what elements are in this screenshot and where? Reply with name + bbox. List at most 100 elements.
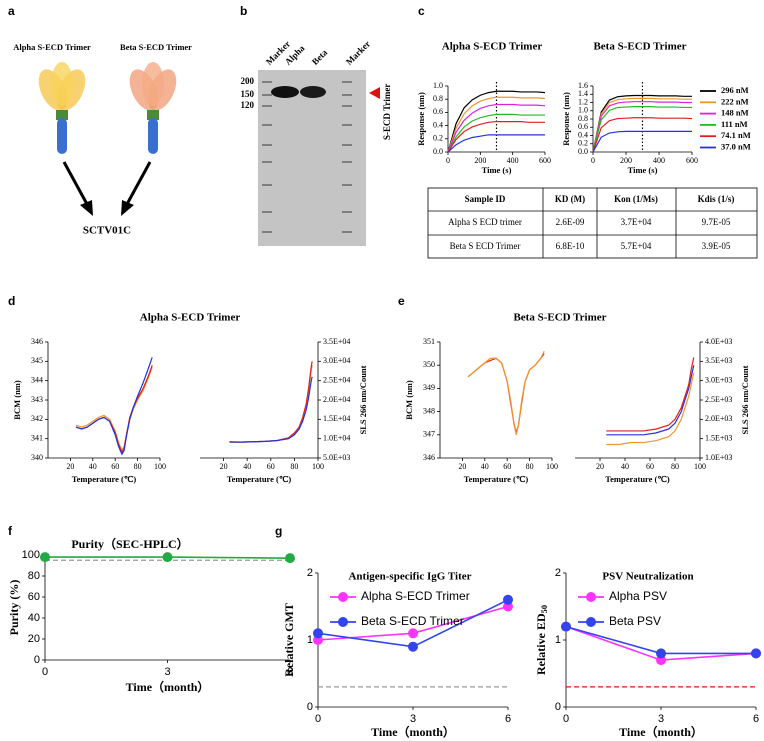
band-label: S-ECD Trimer xyxy=(382,84,392,140)
table-cell: 6.8E-10 xyxy=(556,241,585,251)
y-axis-label: Response (nm) xyxy=(561,92,571,146)
chart-title: PSV Neutralization xyxy=(602,571,693,583)
series-line xyxy=(447,113,545,153)
y-axis-label-text: Relative GMT xyxy=(282,603,296,677)
chart: 20 40 60 80 100 340 341 342 343 344 345 346 Alpha S-… xyxy=(12,312,240,484)
x-tick-label: 6 xyxy=(287,666,293,678)
series-line xyxy=(229,376,313,443)
y-tick-label: 1.2 xyxy=(578,97,588,106)
x-tick-label: 0 xyxy=(315,713,321,725)
x-tick-label: 40 xyxy=(621,462,629,471)
table-header: KD (M) xyxy=(555,194,585,204)
x-tick-label: 3 xyxy=(658,713,664,725)
series-line xyxy=(447,121,545,153)
x-tick-label: 20 xyxy=(220,462,228,471)
y-tick-label: 346 xyxy=(31,337,43,346)
series-line xyxy=(467,351,545,435)
chart-title: Alpha S-ECD Trimer xyxy=(442,41,543,53)
series-line xyxy=(75,365,153,454)
x-tick-label: 80 xyxy=(290,462,298,471)
series-line xyxy=(606,365,695,436)
chart-title: Beta S-ECD Trimer xyxy=(513,312,606,324)
y-axis-label: BCM (nm) xyxy=(12,380,22,420)
data-point xyxy=(408,628,418,639)
chart-title: Beta S-ECD Trimer xyxy=(593,41,686,53)
x-tick-label: 200 xyxy=(620,156,632,165)
legend-label: 111 nM xyxy=(721,119,748,129)
y-tick-label: 348 xyxy=(423,406,435,415)
y-tick-label: 349 xyxy=(423,383,435,392)
legend-label: Alpha S-ECD Trimer xyxy=(361,589,470,603)
y-tick-label: 2.0E+04 xyxy=(323,395,350,404)
y-tick-label: 100 xyxy=(22,549,40,561)
table-header: Kon (1/Ms) xyxy=(614,194,658,204)
data-point xyxy=(408,641,418,652)
legend-label: 296 nM xyxy=(721,85,749,95)
y-tick-label: 0.8 xyxy=(433,94,443,103)
x-tick-label: 80 xyxy=(671,462,679,471)
y-tick-label: 1.5E+03 xyxy=(705,433,732,442)
data-point xyxy=(751,648,761,659)
panel-letter: c xyxy=(418,4,425,18)
gel-image xyxy=(258,70,366,246)
table-cell: 3.7E+04 xyxy=(621,217,652,227)
table-cell: 5.7E+04 xyxy=(621,241,652,251)
x-tick-label: 6 xyxy=(753,713,759,725)
chart: 0 3 6020406080100Purity（SEC-HPLC）Time（mont… xyxy=(7,536,295,694)
legend-marker xyxy=(586,617,596,627)
legend-label: 148 nM xyxy=(721,108,749,118)
series-line xyxy=(447,90,546,153)
y-tick-label: 2 xyxy=(555,567,561,579)
y-axis-label-text: Relative ED xyxy=(534,613,548,675)
panel-letter: a xyxy=(8,4,15,18)
x-tick-label: 40 xyxy=(243,462,251,471)
x-tick-label: 60 xyxy=(267,462,275,471)
table-header: Sample ID xyxy=(465,194,506,204)
series-line xyxy=(592,117,693,153)
series-line xyxy=(75,366,153,452)
chart: 0 200 400 600 0.0 0.2 0.4 0.6 0.8 1.0 Alpha S-ECD … xyxy=(416,41,551,175)
y-tick-label: 351 xyxy=(423,337,435,346)
y-axis-label-text: Purity (%) xyxy=(7,580,21,636)
series-line xyxy=(606,372,695,446)
y-tick-label: 0.4 xyxy=(578,130,588,139)
x-tick-label: 20 xyxy=(596,462,604,471)
x-tick-label: 60 xyxy=(503,462,511,471)
legend-marker xyxy=(338,617,348,627)
table-cell: Beta S ECD Trimer xyxy=(450,241,521,251)
y-axis-label-text: SLS 266 nm/Count xyxy=(358,365,368,434)
data-point xyxy=(313,628,323,639)
series-line xyxy=(592,97,692,153)
y-axis-label: Relative GMT xyxy=(282,603,296,677)
y-axis-label: BCM (nm) xyxy=(404,380,414,420)
x-tick-label: 100 xyxy=(154,462,166,471)
vaccine-label: SCTV01C xyxy=(83,225,131,237)
table-cell: Alpha S ECD trimer xyxy=(448,217,522,227)
y-tick-label: 0.2 xyxy=(433,134,443,143)
y-tick-label: 2 xyxy=(307,567,313,579)
series-line xyxy=(447,96,546,153)
y-tick-label: 1.0E+04 xyxy=(323,433,350,442)
y-tick-label: 4.0E+03 xyxy=(705,337,732,346)
x-tick-label: 60 xyxy=(646,462,654,471)
data-point xyxy=(285,553,295,564)
y-axis-label: SLS 266 nm/Count xyxy=(740,365,750,434)
x-tick-label: 3 xyxy=(410,713,416,725)
y-axis-label-text: BCM (nm) xyxy=(404,380,414,420)
x-tick-label: 0 xyxy=(446,156,450,165)
x-axis-label: Time（month） xyxy=(371,724,455,739)
x-tick-label: 100 xyxy=(312,462,324,471)
y-tick-label: 344 xyxy=(31,375,43,384)
y-tick-label: 341 xyxy=(31,433,43,442)
y-tick-label: 60 xyxy=(28,591,40,603)
series-line xyxy=(447,103,546,153)
y-axis-label-text: BCM (nm) xyxy=(12,380,22,420)
legend-label: Alpha PSV xyxy=(609,589,667,603)
x-axis-label: Temperature (℃) xyxy=(72,474,137,484)
y-axis-label-text: SLS 266 nm/Count xyxy=(740,365,750,434)
legend-label: 222 nM xyxy=(721,96,749,106)
series-line xyxy=(75,357,153,456)
y-tick-label: 350 xyxy=(423,360,435,369)
x-tick-label: 40 xyxy=(89,462,97,471)
legend-label: Beta S-ECD Trimer xyxy=(361,614,464,628)
